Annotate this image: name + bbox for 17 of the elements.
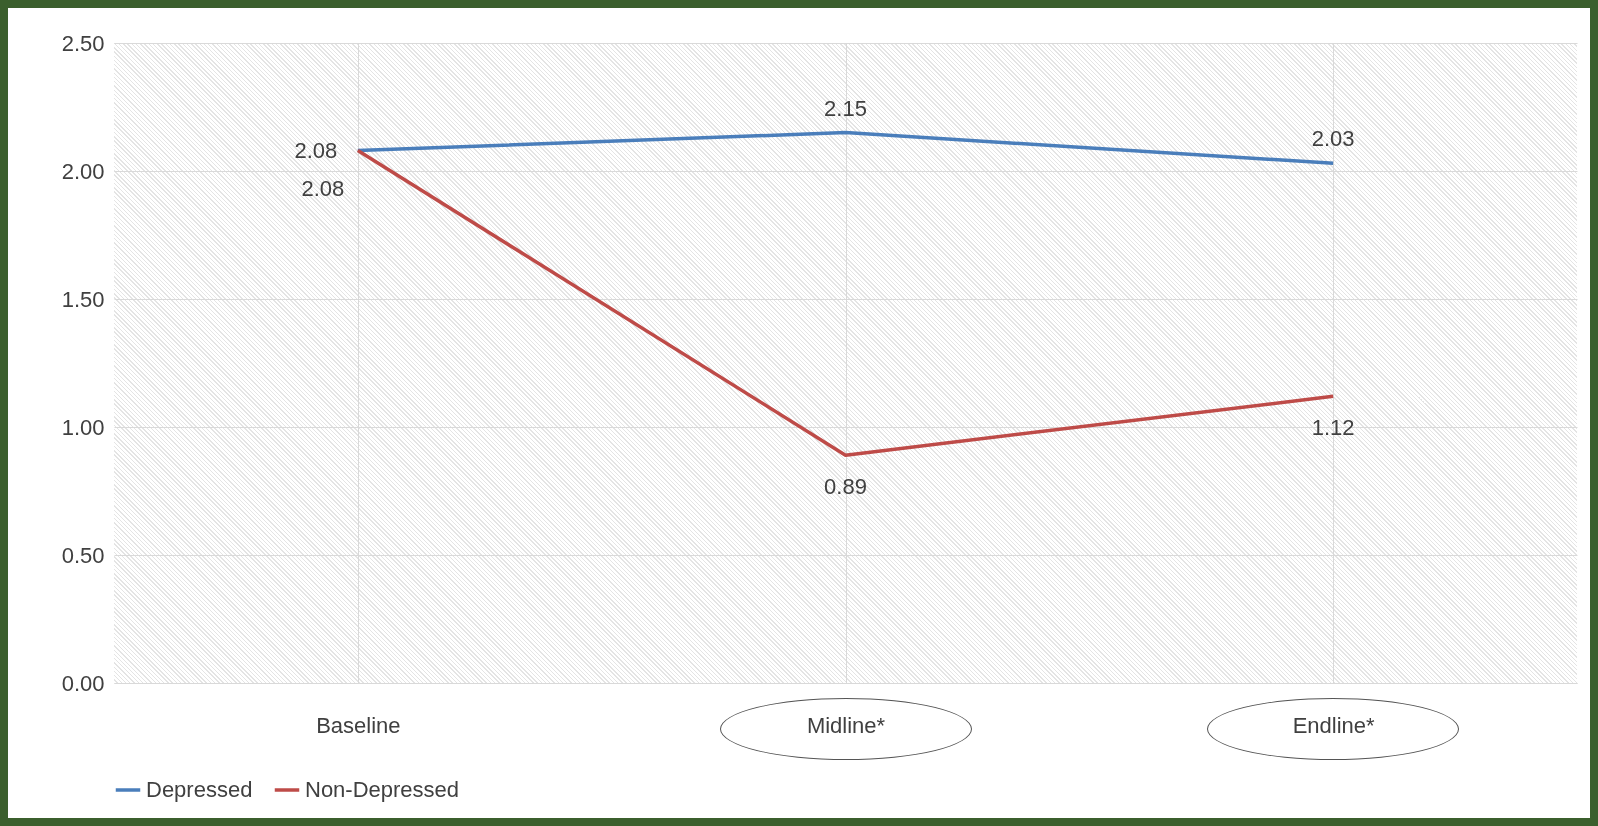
y-tick-label: 0.50 xyxy=(61,542,105,568)
x-tick-label: Endline* xyxy=(1292,712,1376,738)
data-label: 2.08 xyxy=(301,175,345,201)
x-tick-label: Midline* xyxy=(806,712,886,738)
data-label: 0.89 xyxy=(824,474,867,500)
y-tick-label: 1.50 xyxy=(61,286,105,312)
data-label: 2.03 xyxy=(1311,126,1355,152)
y-tick-label: 2.00 xyxy=(61,158,105,184)
data-label: 1.12 xyxy=(1311,415,1355,441)
legend-label: Non-Depressed xyxy=(305,777,460,802)
y-tick-label: 1.00 xyxy=(61,414,105,440)
legend-label: Depressed xyxy=(146,777,253,802)
data-label: 2.15 xyxy=(824,95,867,121)
x-tick-label: Baseline xyxy=(316,712,401,738)
y-tick-label: 0.00 xyxy=(61,670,105,696)
y-tick-label: 2.50 xyxy=(61,30,105,56)
data-label: 2.08 xyxy=(294,137,338,163)
